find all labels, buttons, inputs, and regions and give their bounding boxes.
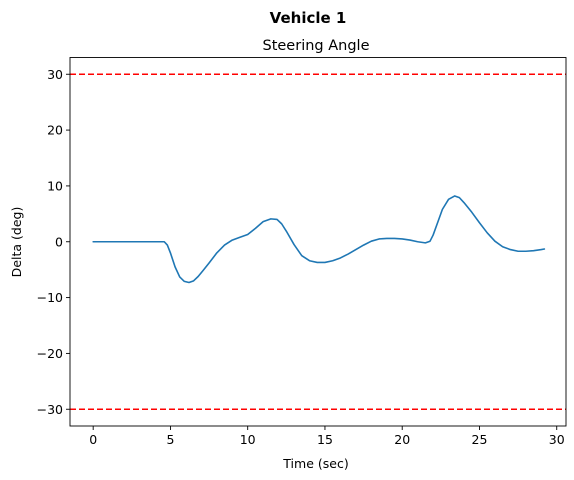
y-tick-label: 10 xyxy=(47,178,63,193)
x-tick-label: 10 xyxy=(240,432,256,447)
y-tick-label: −30 xyxy=(37,402,63,417)
x-tick-label: 20 xyxy=(394,432,410,447)
reference-lines xyxy=(70,73,566,411)
series-group xyxy=(92,195,546,284)
y-tick-label: −10 xyxy=(37,290,63,305)
chart-title: Steering Angle xyxy=(263,38,370,54)
y-tick-label: 0 xyxy=(55,234,63,249)
x-tick-label: 25 xyxy=(472,432,488,447)
y-axis-label: Delta (deg) xyxy=(9,207,24,278)
x-tick-label: 15 xyxy=(317,432,333,447)
y-axis-ticks: −30 −20 −10 0 10 20 30 xyxy=(37,67,70,417)
x-tick-label: 5 xyxy=(166,432,174,447)
x-axis-label: Time (sec) xyxy=(282,456,348,471)
series-line-0 xyxy=(92,195,546,284)
figure-suptitle: Vehicle 1 xyxy=(270,9,347,27)
plot-frame xyxy=(69,57,567,427)
x-tick-label: 30 xyxy=(549,432,565,447)
x-axis-ticks: 0 5 10 15 20 25 30 xyxy=(89,426,565,447)
y-tick-label: 30 xyxy=(47,67,63,82)
y-tick-label: −20 xyxy=(37,346,63,361)
x-tick-label: 0 xyxy=(89,432,97,447)
y-tick-label: 20 xyxy=(47,123,63,138)
